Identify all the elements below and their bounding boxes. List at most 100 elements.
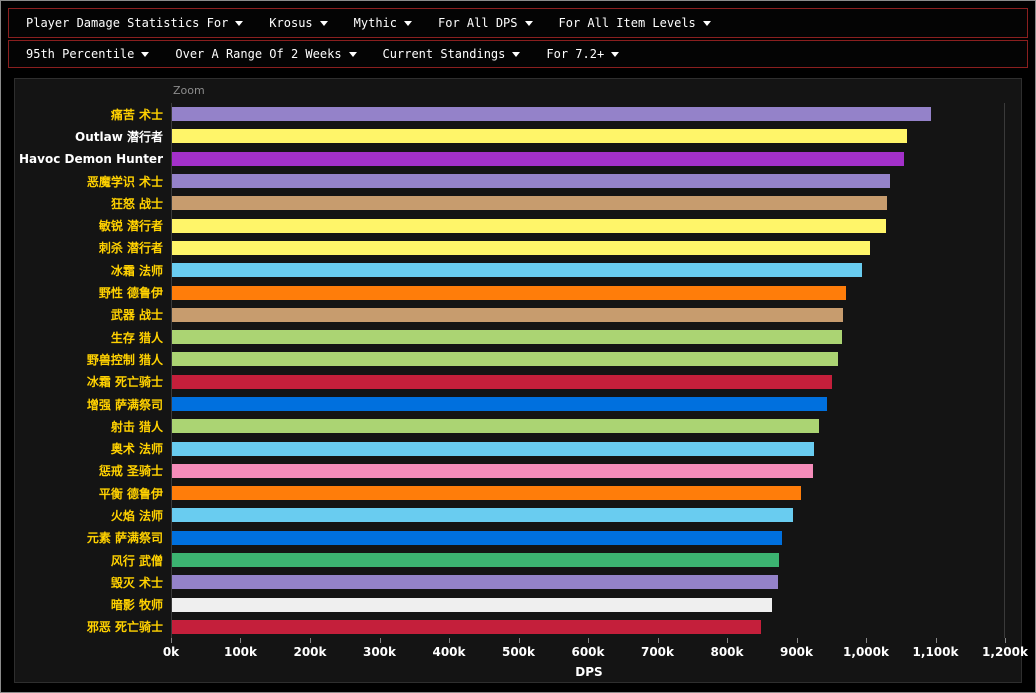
x-axis-tick-labels: 0k 100k 200k 300k 400k 500k 600k 700k 800k 900k 1,… [163,645,1028,660]
chart-row: 狂怒 战士 [15,192,1021,214]
spec-label[interactable]: 火焰 法师 [110,508,163,523]
axis-tick-mark [309,638,311,644]
filter-boss-label: Krosus [269,16,313,30]
axis-tick-label: 800k [710,645,744,660]
dps-bar[interactable] [171,441,814,456]
filter-time-range[interactable]: Over A Range Of 2 Weeks [162,41,369,67]
filter-statistics-type[interactable]: Player Damage Statistics For [13,9,256,37]
chart-row: 奥术 法师 [15,437,1021,459]
spec-label[interactable]: 狂怒 战士 [110,196,163,211]
filter-standings-label: Current Standings [382,47,506,61]
dps-bar[interactable] [171,285,846,300]
secondary-filter-bar: 95th Percentile Over A Range Of 2 Weeks … [8,40,1028,68]
dps-bar[interactable] [171,107,931,122]
bar-area [171,125,1005,147]
filter-metric[interactable]: For All DPS [425,9,545,37]
dps-bar[interactable] [171,218,887,233]
dps-bar[interactable] [171,419,820,434]
spec-label[interactable]: 奥术 法师 [110,442,163,457]
bar-area [171,237,1005,259]
dps-bar[interactable] [171,597,773,612]
filter-item-level[interactable]: For All Item Levels [546,9,724,37]
bar-area [171,281,1005,303]
dps-bar[interactable] [171,619,762,634]
spec-label[interactable]: 恶魔学识 术士 [86,174,163,189]
bar-area [171,326,1005,348]
axis-tick-mark [518,638,520,644]
axis-tick-mark [1005,638,1006,644]
spec-label[interactable]: 刺杀 潜行者 [98,241,163,256]
dps-bar[interactable] [171,196,887,211]
chart-row: 生存 猎人 [15,326,1021,348]
bar-area [171,527,1005,549]
filter-difficulty[interactable]: Mythic [341,9,425,37]
chart-row: Outlaw 潜行者 [15,125,1021,147]
dps-bar[interactable] [171,553,780,568]
axis-tick-label: 200k [293,645,327,660]
filter-difficulty-label: Mythic [353,16,398,30]
axis-tick-mark [588,638,589,644]
spec-label[interactable]: 冰霜 死亡骑士 [86,375,163,390]
axis-tick-mark [240,638,242,644]
chevron-down-icon [524,20,533,26]
axis-tick-mark [448,638,450,644]
chevron-down-icon [141,51,150,57]
axis-tick-label: 900k [779,645,814,660]
filter-patch[interactable]: For 7.2+ [533,41,632,67]
spec-label[interactable]: 邪恶 死亡骑士 [86,620,163,635]
spec-label[interactable]: 元素 萨满祭司 [86,531,163,546]
dps-bar[interactable] [171,508,794,523]
spec-label[interactable]: 暗影 牧师 [110,598,163,613]
spec-label[interactable]: 惩戒 圣骑士 [98,464,163,479]
dps-bar[interactable] [171,263,862,278]
spec-label[interactable]: 毁灭 术士 [110,575,163,590]
bar-area [171,571,1005,593]
spec-label[interactable]: 敏锐 潜行者 [98,219,163,234]
chart-row: 野性 德鲁伊 [15,281,1021,303]
dps-bar[interactable] [171,240,871,255]
spec-label[interactable]: 野性 德鲁伊 [98,286,163,301]
spec-label[interactable]: 野兽控制 猎人 [86,352,163,367]
dps-bar[interactable] [171,151,905,166]
axis-tick-mark [726,638,728,644]
spec-label[interactable]: 平衡 德鲁伊 [98,486,163,501]
chevron-down-icon [348,51,357,57]
dps-bar[interactable] [171,352,839,367]
dps-bar[interactable] [171,174,891,189]
dps-bar[interactable] [171,129,907,144]
dps-bar[interactable] [171,374,832,389]
spec-label[interactable]: 生存 猎人 [110,330,163,345]
spec-label[interactable]: 冰霜 法师 [110,263,163,278]
spec-label[interactable]: 武器 战士 [110,308,163,323]
dps-bar[interactable] [171,330,843,345]
chevron-down-icon [512,51,521,57]
dps-bar[interactable] [171,575,778,590]
spec-label[interactable]: Outlaw 潜行者 [75,129,163,144]
chart-row: 惩戒 圣骑士 [15,460,1021,482]
chart-row: 风行 武僧 [15,549,1021,571]
primary-filter-bar: Player Damage Statistics For Krosus Myth… [8,8,1028,38]
chart-row: 火焰 法师 [15,504,1021,526]
filter-boss[interactable]: Krosus [256,9,340,37]
dps-bar[interactable] [171,486,802,501]
axis-tick-label: 100k [223,645,257,660]
filter-percentile-label: 95th Percentile [26,47,135,61]
spec-label[interactable]: Havoc Demon Hunter [19,151,163,166]
dps-bar[interactable] [171,307,844,322]
dps-statistics-chart: Zoom 痛苦 术士 Outlaw 潜行者 Havoc Demon Hunter 恶魔… [14,78,1028,683]
filter-percentile[interactable]: 95th Percentile [13,41,162,67]
filter-standings[interactable]: Current Standings [370,41,534,67]
bar-area [171,103,1005,125]
axis-tick-label: 1,200k [982,645,1028,660]
spec-label[interactable]: 射击 猎人 [110,419,163,434]
chart-row: 冰霜 法师 [15,259,1021,281]
spec-label[interactable]: 痛苦 术士 [110,107,163,122]
dps-bar[interactable] [171,397,828,411]
dps-bar[interactable] [171,463,814,478]
axis-tick-label: 600k [571,645,605,660]
chart-row: 野兽控制 猎人 [15,348,1021,370]
axis-tick-label: 700k [640,645,675,660]
spec-label[interactable]: 增强 萨满祭司 [86,397,163,412]
dps-bar[interactable] [171,530,782,545]
spec-label[interactable]: 风行 武僧 [110,553,163,568]
